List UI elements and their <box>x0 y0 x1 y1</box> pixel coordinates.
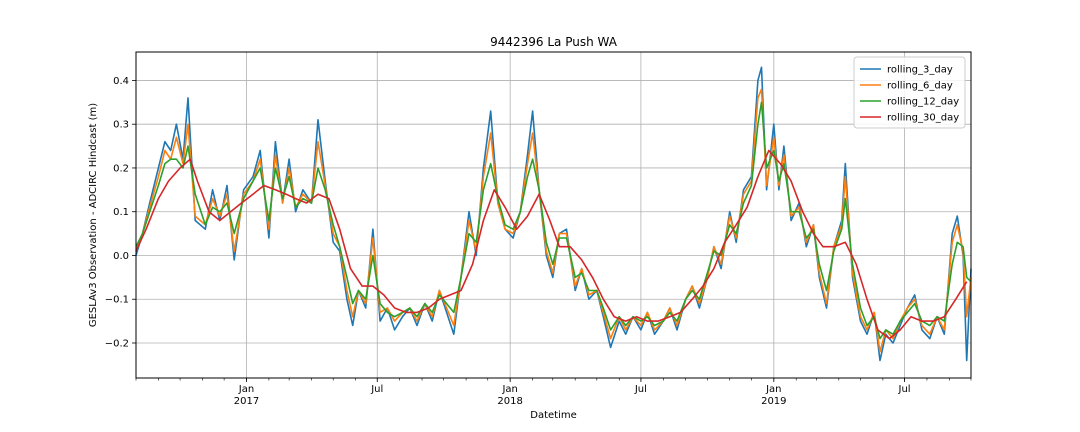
y-tick-label: 0.2 <box>113 163 129 174</box>
x-tick-label: Jul <box>634 384 647 395</box>
legend: rolling_3_day rolling_6_day rolling_12_day… <box>853 56 966 129</box>
series-line-rolling-3-day <box>135 66 972 362</box>
legend-label: rolling_12_day <box>887 97 959 108</box>
y-tick-label: 0.3 <box>113 120 129 131</box>
x-tick-label: Jan <box>501 384 517 395</box>
series-line-rolling-30-day <box>135 149 968 340</box>
y-tick-label: 0.4 <box>113 76 129 87</box>
series-layer <box>135 66 972 362</box>
series-line-rolling-6-day <box>135 88 972 353</box>
x-tick-label: Jul <box>898 384 911 395</box>
x-tick-year-label: 2018 <box>497 396 522 407</box>
legend-label: rolling_3_day <box>887 65 953 76</box>
grid <box>136 52 971 378</box>
legend-label: rolling_6_day <box>887 81 953 92</box>
y-tick-label: −0.2 <box>105 338 129 349</box>
x-tick-label: Jan <box>238 384 254 395</box>
x-axis-label: Datetime <box>530 410 577 421</box>
y-tick-label: 0.1 <box>113 207 129 218</box>
x-tick-year-label: 2019 <box>761 396 786 407</box>
series-line-rolling-12-day <box>135 101 972 340</box>
x-tick-year-label: 2017 <box>234 396 259 407</box>
legend-box <box>853 56 966 129</box>
x-tick-label: Jan <box>765 384 781 395</box>
chart-title: 9442396 La Push WA <box>490 35 618 49</box>
plot-frame <box>135 51 972 379</box>
legend-label: rolling_30_day <box>887 113 959 124</box>
y-tick-label: 0.0 <box>113 251 129 262</box>
y-tick-label: −0.1 <box>105 295 129 306</box>
x-tick-label: Jul <box>370 384 383 395</box>
y-axis-label: GESLAv3 Observation - ADCIRC Hindcast (m… <box>88 103 99 327</box>
